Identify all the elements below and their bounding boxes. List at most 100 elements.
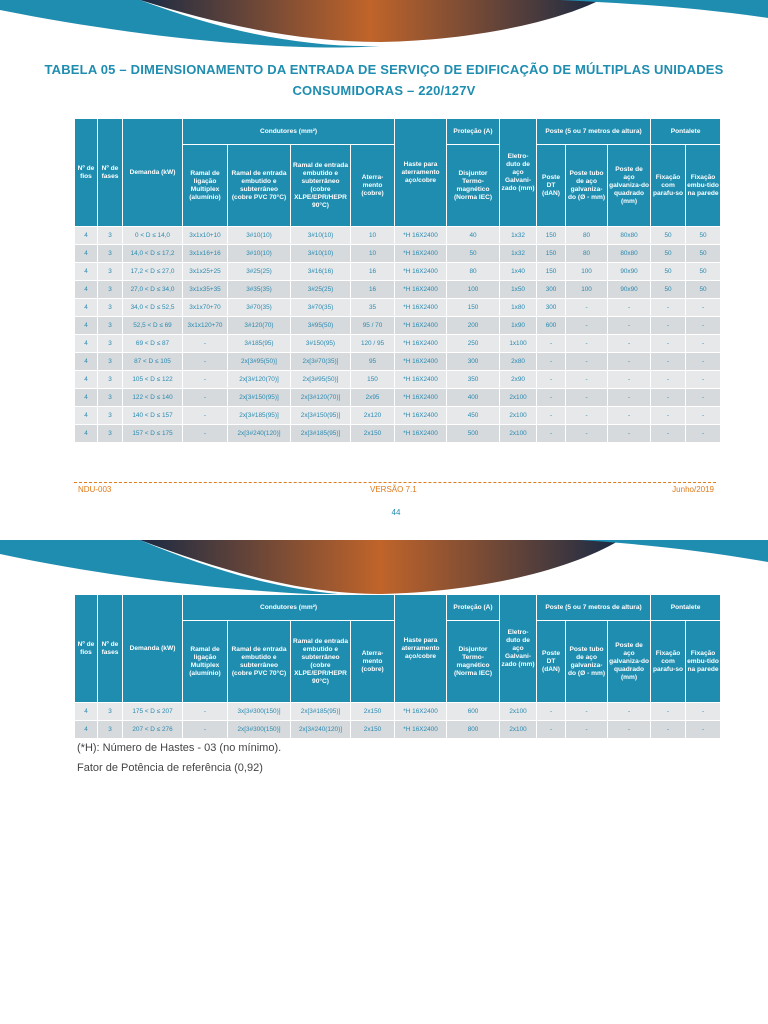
table-cell: 1x80	[499, 298, 538, 317]
table-cell: -	[536, 388, 567, 407]
table-cell: 2x100	[499, 702, 538, 721]
table-cell: 4	[74, 406, 98, 425]
table-cell: -	[182, 702, 228, 721]
table-cell: 2x[3#150(95)]	[227, 388, 291, 407]
table-cell: 400	[446, 388, 501, 407]
table-cell: -	[182, 370, 228, 389]
header-cell: Pontalete	[650, 594, 722, 621]
table-cell: 2x120	[349, 406, 396, 425]
table-cell: 95	[349, 352, 396, 371]
table-cell: 350	[446, 370, 501, 389]
table: Nº de fios Nº de fases Demanda (kW) Conduto…	[74, 118, 722, 443]
header-cell: Haste para aterramento aço/cobre	[394, 594, 448, 703]
table-cell: 50	[685, 226, 722, 245]
table-cell: 250	[446, 334, 501, 353]
table-cell: 4	[74, 316, 98, 335]
header-cell: Condutores (mm²)	[181, 594, 396, 621]
table-cell: 3#10(10)	[290, 226, 351, 245]
table-cell: -	[182, 720, 228, 739]
header-cell: Fixação com parafu-so	[650, 620, 687, 703]
table-cell: 2x[3#185(95)]	[290, 424, 351, 443]
header-cell: Pontalete	[650, 118, 722, 145]
table-cell: -	[536, 352, 567, 371]
table-row: 4 3 69 < D ≤ 87-3#185(95) 3#150(95) 120 / 95…	[74, 334, 722, 353]
header-row: Ramal de ligação Multiplex (alumínio) Ram…	[75, 620, 722, 703]
footer-version: VERSÃO 7.1	[370, 485, 417, 494]
table-cell: 3	[97, 406, 123, 425]
table-cell: 4	[74, 298, 98, 317]
table-cell: -	[607, 424, 652, 443]
table-cell: *H 16X2400	[394, 352, 448, 371]
table-cell: 140 < D ≤ 157	[122, 406, 183, 425]
table-cell: 120 / 95	[349, 334, 396, 353]
table-cell: 10	[349, 244, 396, 263]
header-cell: Ramal de ligação Multiplex (alumínio)	[182, 144, 228, 227]
table-cell: 50	[650, 244, 687, 263]
table-cell: 1x32	[499, 226, 538, 245]
header-cell: Nº de fases	[97, 594, 123, 703]
table-row: 4 3 122 < D ≤ 140-2x[3#150(95)] 2x[3#120(70…	[74, 388, 722, 407]
table-cell: 450	[446, 406, 501, 425]
table-cell: 16	[349, 280, 396, 299]
table-cell: -	[565, 370, 609, 389]
table-cell: 100	[446, 280, 501, 299]
table-cell: -	[685, 316, 722, 335]
header-cell: Poste de aço galvaniza-do quadrado (mm)	[607, 620, 652, 703]
table-cell: *H 16X2400	[394, 406, 448, 425]
table-cell: 600	[446, 702, 501, 721]
table-cell: 3x1x16+16	[182, 244, 228, 263]
table-cell: 50	[650, 280, 687, 299]
table-cell: 2x[3#150(95)]	[290, 406, 351, 425]
table-cell: 3	[97, 244, 123, 263]
table-cell: 800	[446, 720, 501, 739]
table-row: 4 3 52,5 < D ≤ 69 3x1x120+70 3#120(70) 3#95(5…	[74, 316, 722, 335]
table-cell: 4	[74, 262, 98, 281]
table-cell: -	[685, 370, 722, 389]
table-cell: 80	[565, 226, 609, 245]
table-cell: 105 < D ≤ 122	[122, 370, 183, 389]
table-cell: 1x90	[499, 316, 538, 335]
table-cell: 3	[97, 334, 123, 353]
header-cell: Disjuntor Termo-magnético (Norma IEC)	[446, 144, 501, 227]
table-cell: -	[650, 298, 687, 317]
header-cell: Demanda (kW)	[122, 118, 183, 227]
table-cell: 3#70(35)	[227, 298, 291, 317]
table-cell: 2x150	[349, 720, 396, 739]
table-cell: 3	[97, 262, 123, 281]
table-cell: *H 16X2400	[394, 280, 448, 299]
table-cell: -	[182, 406, 228, 425]
table-cell: -	[565, 334, 609, 353]
table-cell: -	[565, 298, 609, 317]
table-cell: *H 16X2400	[394, 298, 448, 317]
table-cell: 4	[74, 352, 98, 371]
table-cell: 3	[97, 370, 123, 389]
banner	[0, 0, 768, 48]
table-cell: 50	[650, 226, 687, 245]
table-cell: 150	[349, 370, 396, 389]
table-cell: 0 < D ≤ 14,0	[122, 226, 183, 245]
table-cell: 500	[446, 424, 501, 443]
table-cell: 150	[536, 244, 567, 263]
table-cell: -	[607, 720, 652, 739]
footer-rule	[74, 482, 716, 483]
table-row: 4 3 175 < D ≤ 207-3x[3#300(150)] 2x[3#185(9…	[74, 702, 722, 721]
header-cell: Haste para aterramento aço/cobre	[394, 118, 448, 227]
table-cell: *H 16X2400	[394, 702, 448, 721]
table-row: 4 3 27,0 < D ≤ 34,0 3x1x35+35 3#35(35) 3#25(2…	[74, 280, 722, 299]
table-cell: 2x[3#70(35)]	[290, 352, 351, 371]
table-cell: -	[607, 370, 652, 389]
table-cell: -	[536, 334, 567, 353]
header-cell: Ramal de ligação Multiplex (alumínio)	[182, 620, 228, 703]
table-head: Nº de fios Nº de fases Demanda (kW) Conduto…	[74, 594, 722, 703]
header-cell: Ramal de entrada embutido e subterrâneo …	[290, 620, 351, 703]
table-cell: 10	[349, 226, 396, 245]
table-cell: 69 < D ≤ 87	[122, 334, 183, 353]
table-cell: 4	[74, 334, 98, 353]
footer-doc: NDU-003	[78, 485, 112, 494]
table-cell: 3	[97, 702, 123, 721]
table-body: 4 3 175 < D ≤ 207-3x[3#300(150)] 2x[3#185(9…	[74, 702, 722, 739]
header-cell: Ramal de entrada embutido e subterrâneo …	[227, 620, 291, 703]
table-cell: -	[536, 702, 567, 721]
table-cell: 1x40	[499, 262, 538, 281]
